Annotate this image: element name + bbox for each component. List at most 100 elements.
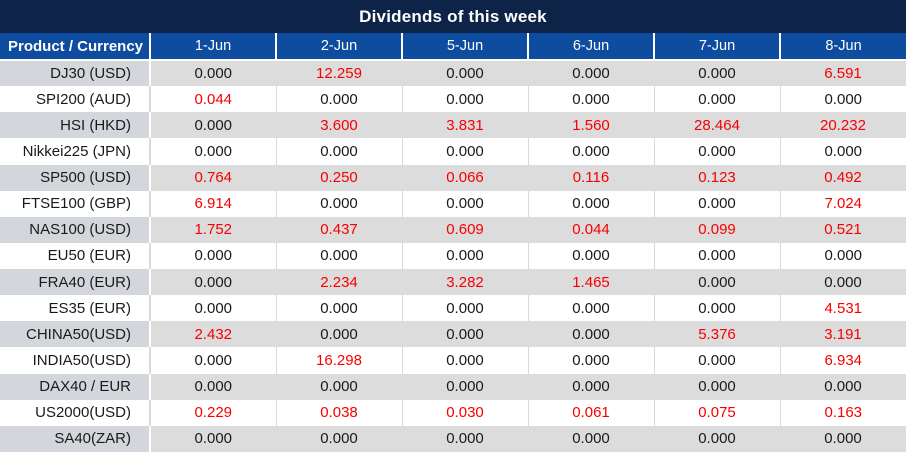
dividend-value-cell: 0.000 xyxy=(654,138,781,165)
dividend-value-cell: 0.000 xyxy=(276,425,403,452)
table-row: DJ30 (USD) 0.000 12.259 0.000 0.000 0.000 6.59… xyxy=(0,60,906,87)
dividend-value-cell: 1.560 xyxy=(528,112,655,139)
dividend-value-cell: 16.298 xyxy=(276,347,403,374)
dividend-value-cell: 0.000 xyxy=(780,373,906,400)
header-row: Product / Currency 1-Jun 2-Jun 5-Jun 6-Jun 7… xyxy=(0,33,906,61)
dividend-value-cell: 4.531 xyxy=(780,295,906,322)
dividend-value-cell: 0.163 xyxy=(780,399,906,426)
dividend-value-cell: 0.000 xyxy=(654,86,781,113)
dividend-value-cell: 2.432 xyxy=(150,321,277,348)
header-product-currency: Product / Currency xyxy=(0,33,151,61)
dividend-value-cell: 0.000 xyxy=(780,138,906,165)
dividend-value-cell: 0.000 xyxy=(654,269,781,296)
dividend-value-cell: 0.000 xyxy=(780,425,906,452)
table-row: CHINA50(USD) 2.432 0.000 0.000 0.000 5.376 3.1… xyxy=(0,321,906,348)
header-date-cell: 6-Jun xyxy=(528,33,655,61)
dividend-value-cell: 0.000 xyxy=(276,321,403,348)
dividend-value-cell: 5.376 xyxy=(654,321,781,348)
dividend-value-cell: 0.000 xyxy=(276,86,403,113)
dividend-value-cell: 0.000 xyxy=(528,425,655,452)
dividend-value-cell: 0.000 xyxy=(150,373,277,400)
product-cell: INDIA50(USD) xyxy=(0,347,151,374)
dividend-value-cell: 0.000 xyxy=(780,269,906,296)
product-cell: Nikkei225 (JPN) xyxy=(0,138,151,165)
dividend-value-cell: 0.000 xyxy=(402,295,529,322)
dividend-value-cell: 1.465 xyxy=(528,269,655,296)
dividend-value-cell: 0.044 xyxy=(150,86,277,113)
dividend-value-cell: 3.831 xyxy=(402,112,529,139)
dividend-value-cell: 0.066 xyxy=(402,164,529,191)
dividend-value-cell: 0.000 xyxy=(528,321,655,348)
dividend-value-cell: 0.000 xyxy=(402,347,529,374)
dividend-value-cell: 0.000 xyxy=(150,112,277,139)
table-body: DJ30 (USD) 0.000 12.259 0.000 0.000 0.000 6.59… xyxy=(0,60,906,452)
dividend-value-cell: 0.000 xyxy=(528,295,655,322)
dividend-value-cell: 0.000 xyxy=(276,190,403,217)
dividend-value-cell: 12.259 xyxy=(276,60,403,87)
table-row: SP500 (USD) 0.764 0.250 0.066 0.116 0.123 0.49… xyxy=(0,164,906,191)
dividend-value-cell: 0.492 xyxy=(780,164,906,191)
dividend-value-cell: 0.609 xyxy=(402,216,529,243)
product-cell: US2000(USD) xyxy=(0,399,151,426)
dividend-value-cell: 3.600 xyxy=(276,112,403,139)
table-row: SA40(ZAR) 0.000 0.000 0.000 0.000 0.000 0.000 xyxy=(0,425,906,452)
dividend-value-cell: 0.000 xyxy=(150,425,277,452)
table-row: US2000(USD) 0.229 0.038 0.030 0.061 0.075 0.16… xyxy=(0,399,906,426)
dividend-value-cell: 0.000 xyxy=(150,138,277,165)
dividend-value-cell: 0.000 xyxy=(780,86,906,113)
dividend-value-cell: 0.000 xyxy=(654,425,781,452)
dividend-value-cell: 0.000 xyxy=(528,373,655,400)
table-row: EU50 (EUR) 0.000 0.000 0.000 0.000 0.000 0.000 xyxy=(0,242,906,269)
dividend-value-cell: 0.000 xyxy=(654,60,781,87)
dividend-value-cell: 0.000 xyxy=(402,373,529,400)
dividend-value-cell: 0.116 xyxy=(528,164,655,191)
dividends-table: Product / Currency 1-Jun 2-Jun 5-Jun 6-Jun 7… xyxy=(0,33,906,452)
dividend-value-cell: 0.764 xyxy=(150,164,277,191)
dividend-value-cell: 0.000 xyxy=(402,60,529,87)
dividend-value-cell: 0.000 xyxy=(528,60,655,87)
header-date-cell: 5-Jun xyxy=(402,33,529,61)
table-row: FRA40 (EUR) 0.000 2.234 3.282 1.465 0.000 0.00… xyxy=(0,269,906,296)
title-bar: Dividends of this week xyxy=(0,0,906,33)
dividend-value-cell: 0.000 xyxy=(654,242,781,269)
dividend-value-cell: 2.234 xyxy=(276,269,403,296)
table-row: SPI200 (AUD) 0.044 0.000 0.000 0.000 0.000 0.0… xyxy=(0,86,906,113)
dividend-value-cell: 0.000 xyxy=(150,60,277,87)
dividend-value-cell: 7.024 xyxy=(780,190,906,217)
dividend-value-cell: 1.752 xyxy=(150,216,277,243)
page-title: Dividends of this week xyxy=(359,6,547,26)
dividend-value-cell: 0.000 xyxy=(528,86,655,113)
dividend-value-cell: 0.000 xyxy=(654,190,781,217)
dividend-value-cell: 0.000 xyxy=(654,347,781,374)
product-cell: DAX40 / EUR xyxy=(0,373,151,400)
table-row: NAS100 (USD) 1.752 0.437 0.609 0.044 0.099 0.5… xyxy=(0,216,906,243)
dividend-value-cell: 0.000 xyxy=(654,295,781,322)
dividend-value-cell: 0.437 xyxy=(276,216,403,243)
dividend-value-cell: 0.099 xyxy=(654,216,781,243)
header-date-cell: 1-Jun xyxy=(150,33,277,61)
dividend-value-cell: 0.075 xyxy=(654,399,781,426)
table-row: ES35 (EUR) 0.000 0.000 0.000 0.000 0.000 4.531 xyxy=(0,295,906,322)
dividend-value-cell: 0.000 xyxy=(402,321,529,348)
dividend-value-cell: 0.000 xyxy=(780,242,906,269)
dividend-value-cell: 6.934 xyxy=(780,347,906,374)
dividend-value-cell: 6.914 xyxy=(150,190,277,217)
dividend-value-cell: 3.282 xyxy=(402,269,529,296)
table-row: Nikkei225 (JPN) 0.000 0.000 0.000 0.000 0.000… xyxy=(0,138,906,165)
dividend-value-cell: 0.061 xyxy=(528,399,655,426)
dividend-value-cell: 0.000 xyxy=(276,138,403,165)
dividend-value-cell: 0.000 xyxy=(402,425,529,452)
dividend-value-cell: 0.000 xyxy=(150,295,277,322)
table-row: INDIA50(USD) 0.000 16.298 0.000 0.000 0.000 6.… xyxy=(0,347,906,374)
dividend-value-cell: 0.038 xyxy=(276,399,403,426)
dividend-value-cell: 3.191 xyxy=(780,321,906,348)
dividend-value-cell: 0.000 xyxy=(150,347,277,374)
dividend-value-cell: 0.000 xyxy=(276,242,403,269)
dividend-value-cell: 0.000 xyxy=(276,295,403,322)
product-cell: CHINA50(USD) xyxy=(0,321,151,348)
dividend-value-cell: 0.000 xyxy=(150,269,277,296)
dividend-value-cell: 0.000 xyxy=(528,190,655,217)
dividend-value-cell: 0.000 xyxy=(654,373,781,400)
dividend-value-cell: 0.030 xyxy=(402,399,529,426)
